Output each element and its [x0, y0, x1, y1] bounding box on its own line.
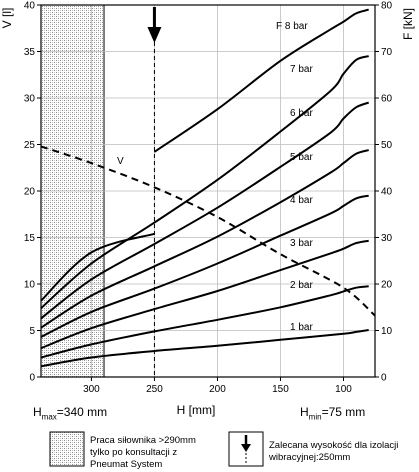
- label-layer: 1 bar 2 bar 3 bar 4 bar 5 bar 6 bar 7 bar F 8 b…: [0, 1, 415, 418]
- series-label-5-bar: 5 bar: [290, 152, 313, 163]
- legend-hatched-text: Praca siłownika >290mm tylko po konsulta…: [90, 435, 196, 471]
- legend-graphics-layer: [49, 431, 264, 467]
- x-tick-label: 250: [146, 384, 163, 395]
- series-line-v: [40, 145, 376, 317]
- series-label-1-bar: 1 bar: [290, 322, 313, 333]
- hmax-sub: max: [41, 412, 57, 422]
- y-right-tick-label: 70: [381, 47, 393, 58]
- y-left-tick-label: 20: [24, 187, 36, 198]
- series-label-2-bar: 2 bar: [290, 280, 313, 291]
- series-line-7-bar: [40, 55, 370, 309]
- hmin-sub: min: [308, 412, 322, 422]
- hmax-value: =340 mm: [56, 405, 108, 419]
- series-line-1-bar: [40, 329, 369, 368]
- series-line-f-8-bar-upper: [153, 8, 370, 153]
- legend-arrow-text: Zalecana wysokość dla izolacji wibracyjn…: [269, 440, 398, 464]
- series-line-6-bar: [40, 101, 370, 320]
- y-right-tick-label: 30: [381, 233, 393, 244]
- series-label-6-bar: 6 bar: [290, 108, 313, 119]
- legend-arrow-line-2: wibracyjnej:250mm: [269, 452, 351, 463]
- y-left-tick-label: 40: [24, 1, 36, 12]
- legend-hatched-line-2: tylko po konsultacji z: [90, 447, 178, 458]
- y-left-tick-label: 30: [24, 94, 36, 105]
- hmin-value: =75 mm: [321, 405, 366, 419]
- series-line-5-bar: [40, 149, 369, 329]
- axes-layer: [37, 4, 379, 381]
- legend-hatched-line-3: Pneumat System: [90, 459, 163, 470]
- y-right-tick-label: 20: [381, 280, 393, 291]
- recommended-height-arrow-head: [147, 27, 162, 43]
- y-right-tick-label: 40: [381, 187, 393, 198]
- series-line-3-bar: [40, 239, 369, 350]
- legend-hatched-swatch: [49, 431, 85, 467]
- y-right-tick-label: 50: [381, 140, 393, 151]
- y-right-tick-label: 10: [381, 326, 393, 337]
- y-left-axis-title: V [l]: [0, 8, 14, 29]
- y-left-tick-label: 10: [24, 280, 36, 291]
- y-left-tick-label: 5: [29, 326, 35, 337]
- legend-arrow-head: [241, 444, 251, 452]
- series-label-4-bar: 4 bar: [290, 195, 313, 206]
- series-layer: [40, 8, 376, 368]
- series-line-2-bar: [40, 285, 369, 359]
- series-label-7-bar: 7 bar: [290, 64, 313, 75]
- y-right-tick-label: 0: [381, 373, 387, 384]
- hmax-label: Hmax=340 mm: [33, 405, 107, 421]
- y-right-axis-title: F [kN]: [401, 8, 415, 40]
- y-left-tick-label: 15: [24, 233, 36, 244]
- y-left-tick-label: 0: [29, 373, 35, 384]
- y-right-tick-label: 80: [381, 1, 393, 12]
- series-label-f-8-bar: F 8 bar: [276, 21, 308, 32]
- hmin-prefix: H: [300, 405, 309, 419]
- series-label-3-bar: 3 bar: [290, 238, 313, 249]
- series-line-f-8-bar-lower: [40, 232, 155, 302]
- y-left-tick-label: 25: [24, 140, 36, 151]
- series-label-v: V: [117, 156, 124, 167]
- x-tick-label: 150: [272, 384, 289, 395]
- y-left-tick-label: 35: [24, 47, 36, 58]
- x-tick-label: 100: [335, 384, 352, 395]
- legend-arrow-line-1: Zalecana wysokość dla izolacji: [269, 440, 399, 451]
- marker-layer: [147, 7, 162, 377]
- y-right-tick-label: 60: [381, 94, 393, 105]
- series-line-4-bar: [40, 194, 369, 338]
- hmin-label: Hmin=75 mm: [300, 405, 365, 421]
- x-tick-label: 200: [209, 384, 226, 395]
- x-axis-title: H [mm]: [177, 403, 216, 417]
- legend-hatched-line-1: Praca siłownika >290mm: [90, 435, 196, 446]
- x-tick-label: 300: [83, 384, 100, 395]
- hmax-prefix: H: [33, 405, 42, 419]
